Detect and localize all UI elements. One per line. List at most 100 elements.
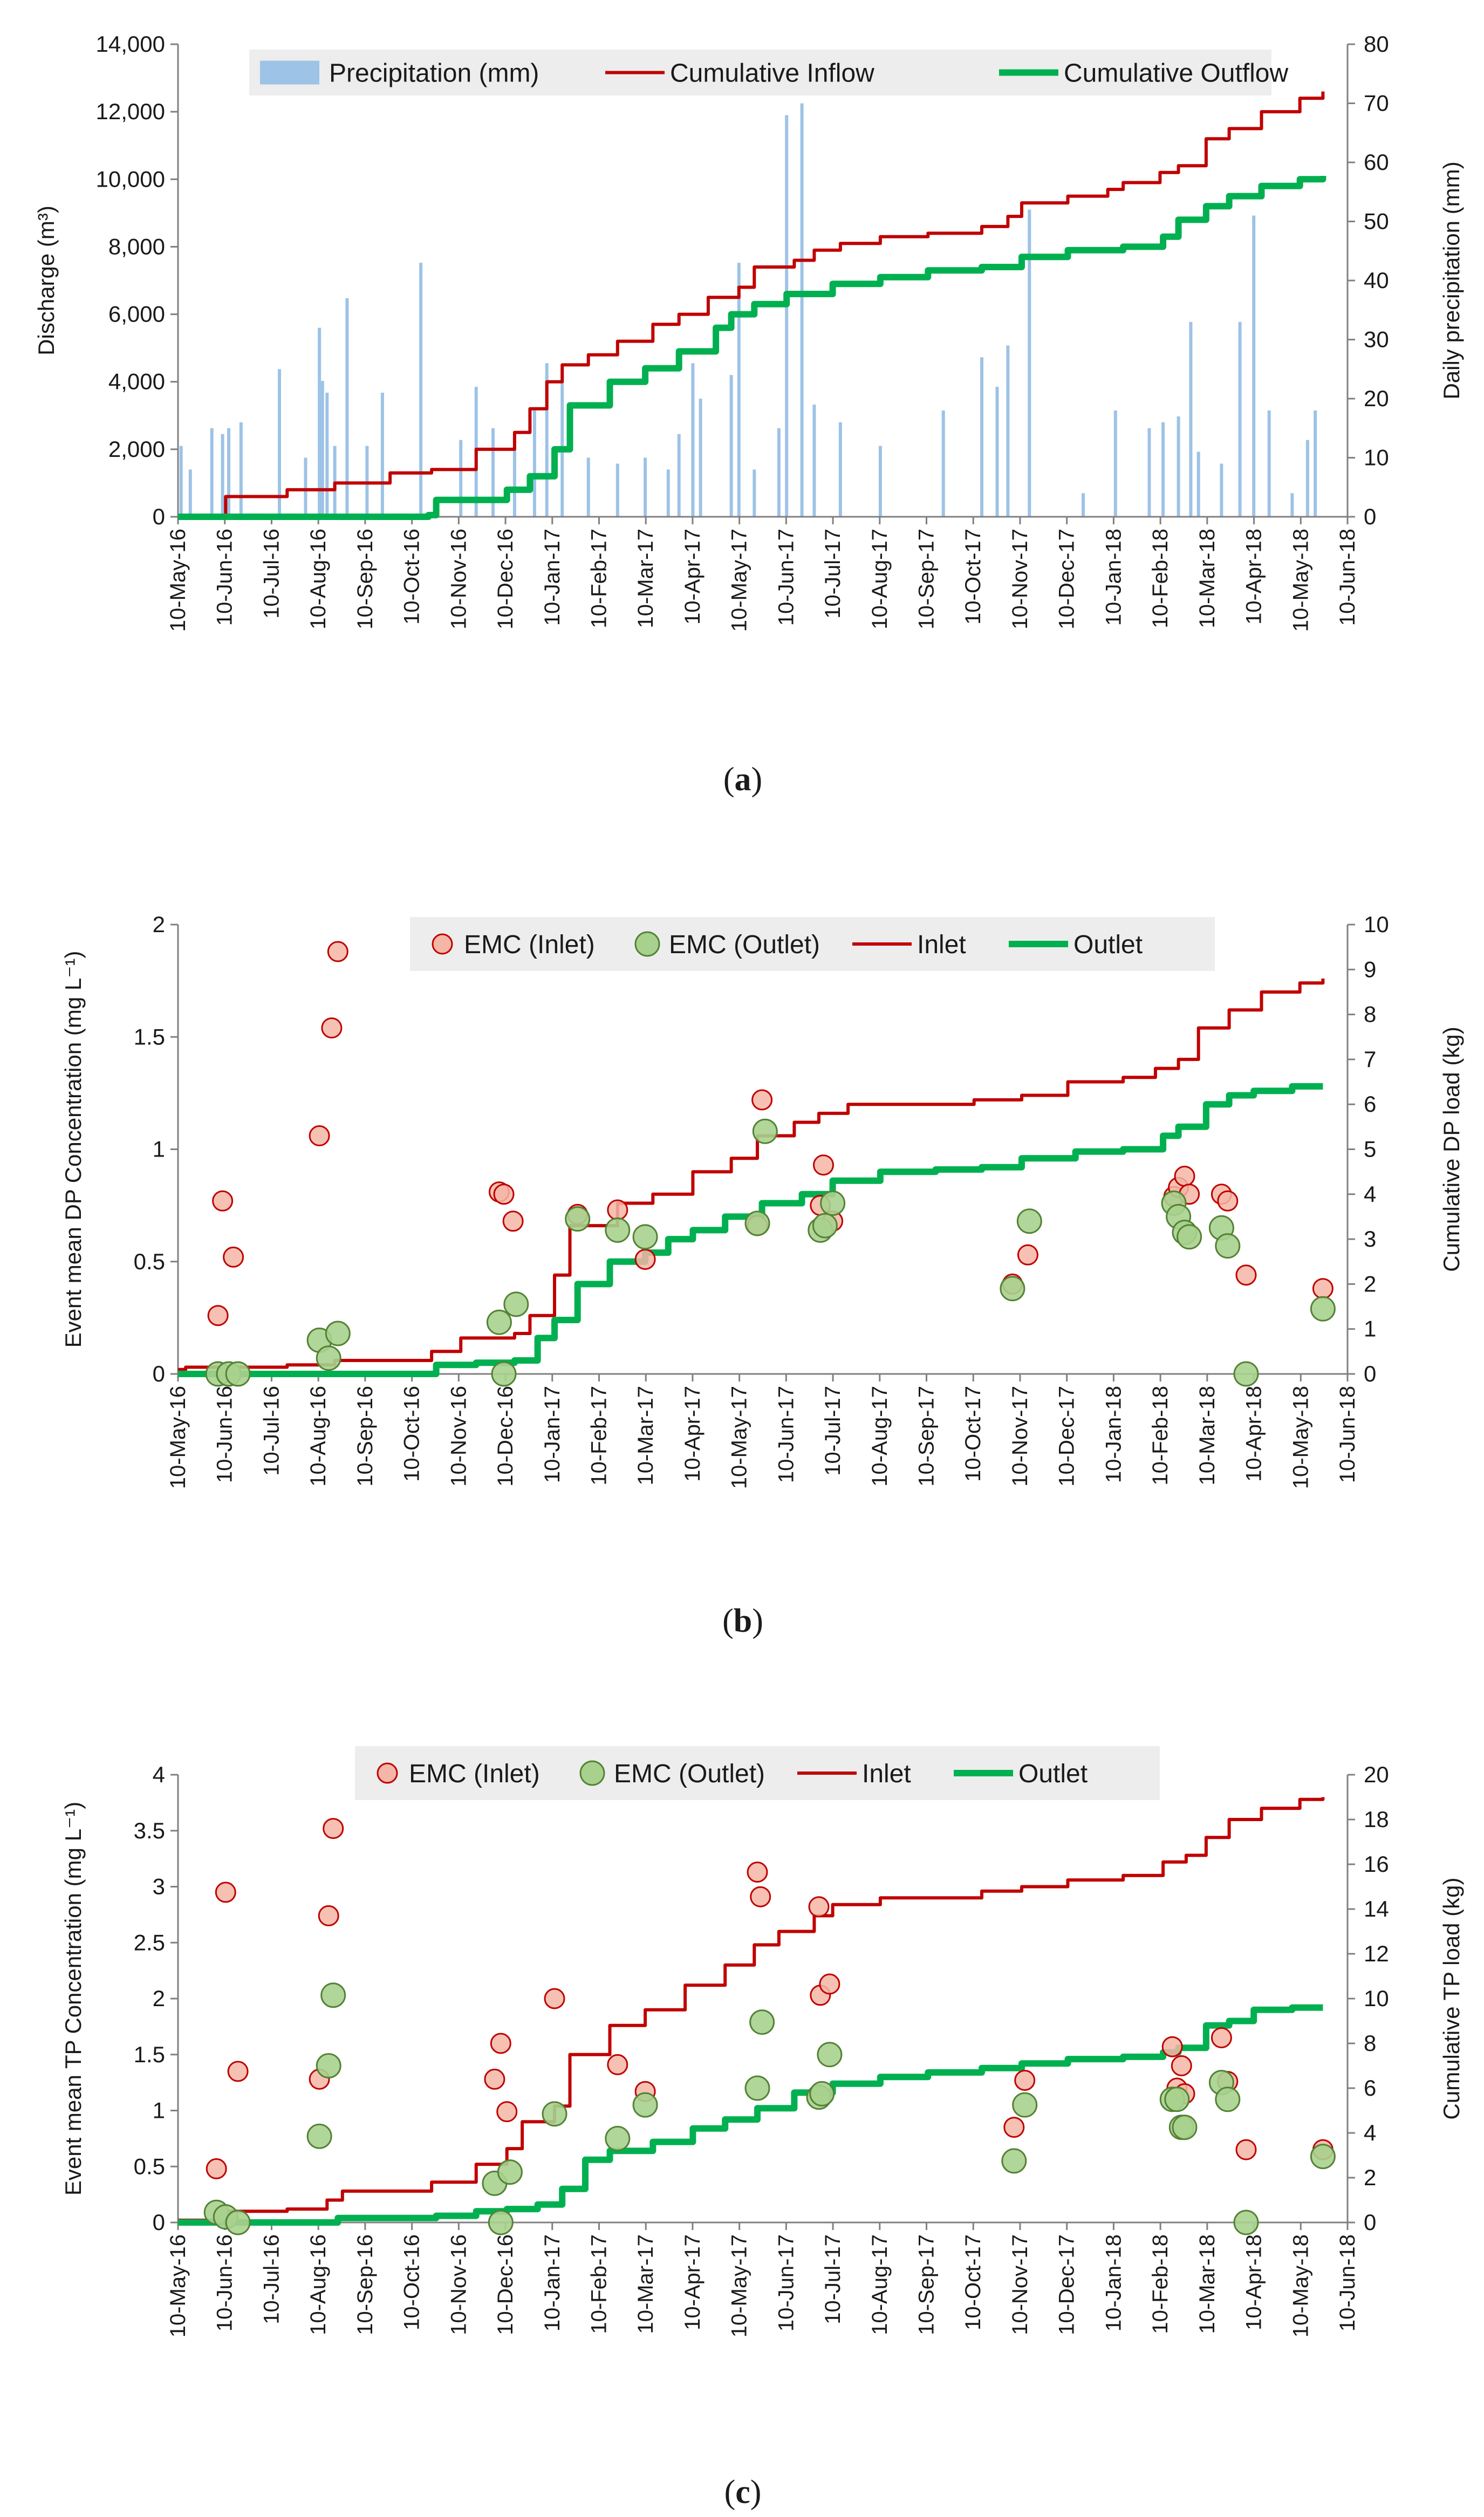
y-tick-label: 4 [153, 1762, 165, 1787]
emc-outlet-point [605, 2125, 631, 2151]
panel-label-part: ) [750, 2474, 762, 2511]
x-tick-label: 10-Aug-17 [868, 2234, 892, 2335]
y-tick-label: 2.5 [134, 1930, 165, 1955]
precipitation-bar [729, 375, 733, 517]
x-tick-label: 10-Jun-17 [774, 2234, 798, 2331]
y-tick-label: 1.5 [134, 1024, 165, 1049]
y2-tick-label: 8 [1364, 1002, 1376, 1027]
emc-outlet-point [1001, 2148, 1027, 2174]
x-tick-label: 10-Jun-18 [1336, 1386, 1359, 1483]
emc-outlet-point [1215, 1233, 1241, 1259]
precipitation-bar [777, 428, 781, 517]
emc-inlet-point [493, 1184, 515, 1205]
precipitation-bar [419, 263, 423, 517]
x-tick-label: 10-Jul-16 [259, 1386, 283, 1476]
emc-inlet-point [496, 2101, 518, 2123]
x-tick-label: 10-Feb-18 [1148, 1386, 1172, 1486]
emc-inlet-point [327, 941, 348, 962]
inlet-line [178, 979, 1325, 1371]
emc-outlet-point [744, 1210, 770, 1236]
emc-inlet-point [808, 1896, 830, 1918]
legend-label: Inlet [917, 931, 966, 959]
y-axis-title: Discharge (m³) [33, 206, 59, 355]
x-tick-label: 10-May-18 [1289, 1386, 1312, 1489]
emc-outlet-point [325, 1321, 351, 1346]
x-tick-label: 10-Nov-16 [447, 529, 470, 630]
precipitation-bar [1161, 422, 1165, 517]
precipitation-bar [677, 434, 681, 517]
legend-label: EMC (Inlet) [409, 1760, 540, 1788]
legend-item: Inlet [797, 1760, 911, 1788]
emc-inlet-point [607, 2054, 628, 2075]
x-tick-label: 10-Oct-16 [400, 2234, 424, 2330]
x-tick-label: 10-Jul-16 [259, 529, 283, 619]
x-tick-label: 10-Jun-16 [213, 529, 237, 626]
x-tick-label: 10-Jan-17 [541, 1386, 564, 1483]
emc-inlet-point [544, 1988, 565, 2009]
emc-outlet-point [1012, 2092, 1038, 2118]
emc-inlet-point [502, 1210, 524, 1232]
x-tick-label: 10-May-17 [728, 1386, 751, 1489]
emc-inlet-point [1017, 1244, 1038, 1266]
legend-label: Outlet [1018, 1760, 1088, 1788]
legend-label: EMC (Outlet) [614, 1760, 765, 1788]
emc-outlet-point [749, 2009, 775, 2035]
precipitation-bar [1189, 322, 1193, 517]
y-tick-label: 10,000 [96, 166, 165, 191]
x-tick-label: 10-Nov-17 [1008, 1386, 1032, 1487]
emc-outlet-point [320, 1982, 346, 2008]
legend-marker-outlet [579, 1760, 605, 1786]
precipitation-bar [785, 115, 789, 517]
y-tick-label: 1 [153, 1137, 165, 1162]
emc-outlet-point [1310, 2144, 1336, 2170]
legend-item: Inlet [852, 931, 966, 959]
panel-label-part: ) [752, 1603, 763, 1639]
x-tick-label: 10-Apr-17 [681, 1386, 705, 1482]
legend-background [410, 917, 1215, 971]
legend-item: Outlet [954, 1760, 1088, 1788]
x-tick-label: 10-Nov-16 [447, 2234, 470, 2335]
x-tick-label: 10-Mar-17 [634, 529, 658, 628]
emc-inlet-point [1235, 2139, 1257, 2160]
y-tick-label: 0 [153, 1361, 165, 1386]
x-tick-label: 10-Feb-18 [1148, 2234, 1172, 2334]
x-tick-label: 10-Dec-16 [494, 529, 517, 630]
y2-tick-label: 9 [1364, 956, 1376, 982]
y-tick-label: 0.5 [134, 2153, 165, 2179]
precipitation-bar [737, 263, 741, 517]
x-tick-label: 10-Aug-17 [868, 1386, 892, 1487]
precipitation-bar [320, 381, 324, 517]
y-axis-title: Event mean DP Concentration (mg L⁻¹) [60, 951, 86, 1348]
legend: EMC (Inlet) EMC (Outlet) Inlet Outlet [355, 1746, 1160, 1800]
x-tick-label: 10-Nov-17 [1008, 2234, 1032, 2335]
precipitation-bar [278, 369, 281, 517]
x-tick-label: 10-Apr-18 [1242, 529, 1266, 625]
precipitation-bar [995, 387, 999, 517]
emc-inlet-point [1003, 2117, 1025, 2138]
x-tick-label: 10-Sep-16 [353, 529, 377, 630]
x-tick-label: 10-Jun-17 [774, 1386, 798, 1483]
emc-outlet-point [1000, 1276, 1025, 1302]
precipitation-bar [380, 393, 384, 517]
emc-outlet-point [565, 1206, 591, 1232]
chart-panel-c: 0 0.5 1 1.5 2 2.5 3 3.5 4 0 2 4 6 8 10 12 14 16 18 20 10-May… [60, 1746, 1464, 2511]
x-tick-label: 10-Dec-17 [1055, 1386, 1079, 1487]
y-tick-label: 2 [153, 912, 165, 937]
x-tick-label: 10-Jul-17 [821, 1386, 845, 1476]
x-tick-label: 10-Mar-17 [634, 2234, 658, 2334]
emc-inlet-point [1161, 2036, 1183, 2057]
x-tick-label: 10-May-16 [166, 1386, 190, 1489]
emc-inlet-point [207, 1305, 229, 1326]
x-tick-label: 10-Oct-16 [400, 529, 424, 625]
panel-label-part: ( [723, 761, 735, 798]
x-tick-label: 10-Feb-17 [587, 529, 611, 628]
x-tick-label: 10-Jan-17 [541, 529, 564, 626]
y2-tick-label: 4 [1364, 1181, 1376, 1207]
emc-outlet-point [809, 2081, 835, 2106]
emc-outlet-point [744, 2075, 770, 2101]
x-tick-label: 10-Sep-17 [915, 529, 939, 630]
precipitation-bar [545, 363, 549, 517]
y-tick-label: 12,000 [96, 99, 165, 124]
x-tick-label: 10-Dec-17 [1055, 529, 1079, 630]
y2-tick-label: 18 [1364, 1807, 1389, 1832]
